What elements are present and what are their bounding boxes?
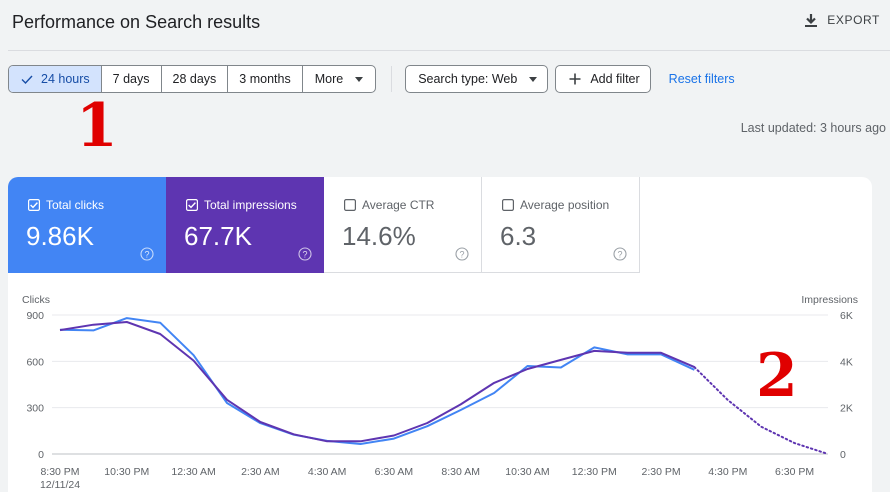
svg-text:?: ? [144, 249, 149, 259]
search-type-dropdown[interactable]: Search type: Web [405, 65, 549, 93]
checkbox-checked-icon [28, 199, 40, 211]
header-divider [8, 50, 890, 51]
range-3-months[interactable]: 3 months [228, 66, 303, 92]
range-label: 24 hours [41, 72, 90, 86]
page-title: Performance on Search results [12, 12, 261, 32]
series-projection-line [693, 366, 829, 455]
x-tick-label: 12:30 AM [171, 466, 215, 478]
metric-tiles: Total clicks 9.86K ? Total impressions 6… [8, 177, 640, 273]
x-tick-label: 10:30 AM [505, 466, 549, 478]
svg-text:?: ? [617, 249, 622, 259]
range-label: 3 months [239, 72, 291, 86]
x-tick-label: 12:30 PM [572, 466, 617, 478]
y-right-tick-label: 4K [840, 356, 853, 368]
range-label: 7 days [112, 72, 150, 86]
range-label: 28 days [172, 72, 217, 86]
more-label: More [314, 72, 344, 86]
range-7-days[interactable]: 7 days [102, 66, 162, 92]
y-right-axis-label: Impressions [801, 294, 858, 306]
add-filter-button[interactable]: Add filter [555, 65, 651, 93]
x-tick-label: 6:30 PM [775, 466, 814, 478]
last-updated-text: Last updated: 3 hours ago [740, 121, 886, 135]
checkbox-unchecked-icon [502, 199, 514, 211]
metric-value: 14.6% [342, 221, 416, 251]
svg-text:?: ? [459, 249, 464, 259]
metric-tile-total-impressions[interactable]: Total impressions 67.7K ? [166, 177, 324, 273]
search-type-label: Search type: Web [418, 72, 518, 86]
y-left-axis-label: Clicks [22, 294, 50, 306]
x-tick-label: 10:30 PM [104, 466, 149, 478]
filter-bar: 24 hours 7 days 28 days 3 months More Se… [8, 65, 735, 93]
y-left-tick-label: 0 [38, 449, 44, 461]
x-date-label: 12/11/24 [40, 479, 80, 491]
y-right-tick-label: 2K [840, 403, 853, 415]
metric-tile-average-position[interactable]: Average position 6.3 ? [482, 177, 640, 273]
performance-card: Total clicks 9.86K ? Total impressions 6… [8, 177, 872, 492]
help-icon[interactable]: ? [140, 247, 154, 261]
dropdown-arrow-icon [529, 76, 538, 82]
dropdown-arrow-icon [355, 76, 364, 82]
check-icon [21, 75, 33, 85]
metric-value: 67.7K [184, 221, 252, 251]
range-24-hours[interactable]: 24 hours [9, 66, 102, 92]
metric-label: Total clicks [46, 198, 105, 212]
series-line-total-impressions [59, 321, 695, 443]
checkbox-unchecked-icon [344, 199, 356, 211]
filter-separator [391, 66, 393, 92]
annotation-number-2: 2 [756, 341, 798, 411]
metric-value: 9.86K [26, 221, 94, 251]
range-28-days[interactable]: 28 days [162, 66, 229, 92]
reset-filters-link[interactable]: Reset filters [668, 72, 735, 86]
date-range-selector: 24 hours 7 days 28 days 3 months More [8, 65, 377, 93]
x-tick-label: 8:30 PM [40, 466, 79, 478]
x-tick-label: 2:30 AM [241, 466, 280, 478]
y-right-tick-label: 6K [840, 310, 853, 322]
x-tick-label: 4:30 PM [708, 466, 747, 478]
help-icon[interactable]: ? [613, 247, 627, 261]
svg-text:?: ? [302, 249, 307, 259]
y-right-tick-label: 0 [840, 449, 846, 461]
series-line-total-clicks [59, 317, 695, 445]
x-tick-label: 6:30 AM [375, 466, 414, 478]
performance-chart: 900 6K 600 4K 300 2K 0 0 Clicks Impressions 8:30 P… [22, 294, 858, 491]
metric-label: Total impressions [204, 198, 297, 212]
plus-icon [569, 73, 581, 85]
metric-tile-average-ctr[interactable]: Average CTR 14.6% ? [324, 177, 482, 273]
y-left-tick-label: 300 [26, 403, 44, 415]
x-tick-label: 4:30 AM [308, 466, 347, 478]
help-icon[interactable]: ? [298, 247, 312, 261]
range-more-dropdown[interactable]: More [303, 66, 375, 92]
metric-tile-total-clicks[interactable]: Total clicks 9.86K ? [8, 177, 166, 273]
checkbox-checked-icon [186, 199, 198, 211]
metric-label: Average CTR [362, 198, 435, 212]
y-left-tick-label: 900 [26, 310, 44, 322]
help-icon[interactable]: ? [455, 247, 469, 261]
annotation-number-1: 1 [76, 91, 118, 161]
y-left-tick-label: 600 [26, 356, 44, 368]
export-button[interactable]: EXPORT [803, 12, 880, 28]
add-filter-label: Add filter [590, 72, 640, 86]
export-label: EXPORT [827, 13, 880, 27]
x-tick-label: 2:30 PM [641, 466, 680, 478]
metric-label: Average position [520, 198, 610, 212]
x-tick-label: 8:30 AM [441, 466, 480, 478]
download-icon [805, 14, 818, 27]
metric-value: 6.3 [500, 221, 537, 251]
